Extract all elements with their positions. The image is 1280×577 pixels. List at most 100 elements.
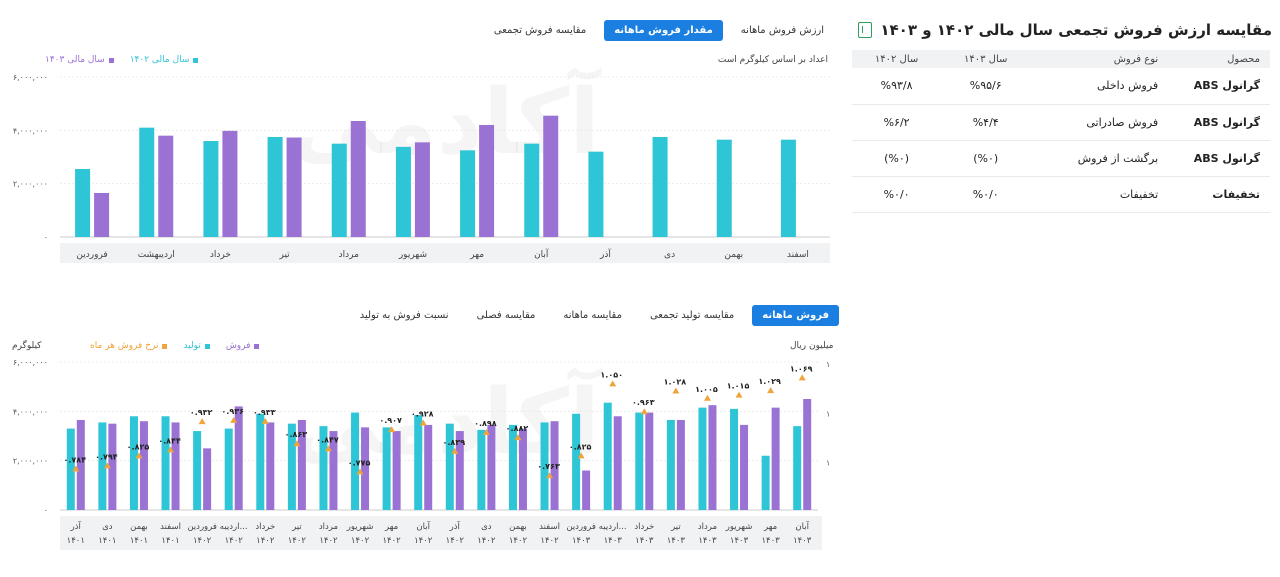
rate-marker — [293, 440, 301, 447]
bar-production — [445, 423, 454, 510]
legend-label-sales: فروش — [225, 341, 251, 351]
x-tick-label-year: ۱۴۰۱ — [67, 536, 85, 546]
legend-item-1403[interactable]: سال مالی ۱۴۰۳ — [45, 55, 114, 65]
rate-marker — [672, 387, 680, 394]
bar-production — [382, 427, 391, 510]
x-tick-label-month: اردیبه... — [599, 522, 627, 532]
rate-marker — [419, 419, 427, 426]
rate-marker — [388, 426, 396, 433]
rate-label: ۰.۹۳۳ — [253, 408, 276, 417]
y-tick-label: ۴,۰۰۰,۰۰۰ — [13, 126, 48, 135]
x-tick-label-month: آبان — [416, 520, 430, 532]
right-tick-label: ۱ — [826, 409, 830, 418]
bar-sales — [455, 431, 464, 510]
legend-label-1402: سال مالی ۱۴۰۲ — [129, 55, 190, 65]
rate-label: ۱.۰۰۵ — [695, 385, 718, 394]
rate-marker — [514, 434, 522, 441]
x-tick-label-year: ۱۴۰۳ — [793, 536, 812, 546]
bar-1402 — [395, 146, 411, 237]
top-tab-0[interactable]: ارزش فروش ماهانه — [740, 25, 824, 36]
bar-production — [129, 416, 138, 510]
x-tick-label-year: ۱۴۰۲ — [382, 536, 401, 546]
table-header-cell: سال ۱۴۰۳ — [941, 50, 1031, 68]
legend-label-1403: سال مالی ۱۴۰۳ — [45, 55, 105, 65]
bar-1402 — [267, 137, 283, 237]
legend-item-sales[interactable]: فروش — [226, 341, 260, 351]
x-tick-label-year: ۱۴۰۳ — [698, 536, 717, 546]
x-axis-band — [60, 243, 830, 263]
x-tick-label-month: خرداد — [634, 522, 654, 532]
table-row: گرانول ABS برگشت از فروش (%۰) (%۰) — [852, 140, 1270, 177]
bottom-left-unit: کیلوگرم — [12, 341, 42, 351]
x-tick-label-year: ۱۴۰۲ — [288, 536, 307, 546]
x-tick-label-year: ۱۴۰۳ — [604, 536, 623, 546]
legend-item-production[interactable]: تولید — [183, 341, 210, 351]
x-tick-label-year: ۱۴۰۲ — [446, 536, 465, 546]
rate-label: ۰.۸۴۷ — [316, 435, 339, 444]
legend-item-rate[interactable]: نرخ فروش هر ماه — [90, 341, 168, 351]
legend-item-1402[interactable]: سال مالی ۱۴۰۲ — [130, 55, 199, 65]
bottom-tab-1[interactable]: مقایسه تولید تجمعی — [649, 310, 735, 321]
table-cell: %۹۳/۸ — [852, 68, 942, 105]
table-cell: فروش صادراتی — [1030, 104, 1169, 141]
x-tick-label-month: دی — [102, 522, 113, 532]
table-cell: تخفیفات — [1168, 176, 1270, 213]
bar-sales — [76, 419, 85, 510]
x-tick-label: مرداد — [339, 250, 359, 260]
x-tick-label-month: اسفند — [539, 522, 560, 532]
bar-production — [161, 416, 170, 510]
bar-sales — [171, 422, 180, 510]
bar-sales — [645, 412, 654, 510]
bar-sales — [361, 427, 370, 510]
x-tick-label-month: شهریور — [725, 522, 753, 532]
excel-export-icon[interactable] — [858, 22, 872, 38]
bar-sales — [708, 405, 717, 510]
bar-1402 — [780, 139, 796, 237]
bar-production — [98, 422, 107, 510]
bar-production — [287, 423, 296, 510]
rate-label: ۰.۸۴۴ — [158, 436, 181, 445]
comparison-table-panel: مقایسه ارزش فروش تجمعی سال مالی ۱۴۰۲ و ۱… — [852, 10, 1272, 220]
y-tick-label: ۶,۰۰۰,۰۰۰ — [13, 73, 48, 82]
x-axis-band — [60, 516, 822, 550]
bottom-tab-4[interactable]: نسبت فروش به تولید — [359, 310, 449, 321]
rate-label: ۱.۰۶۹ — [790, 364, 813, 373]
top-tab-2[interactable]: مقایسه فروش تجمعی — [493, 25, 587, 36]
bar-sales — [139, 421, 148, 510]
x-tick-label: دی — [664, 250, 675, 260]
bar-sales — [234, 406, 243, 510]
x-tick-label: تیر — [278, 250, 290, 260]
bottom-tab-2[interactable]: مقایسه ماهانه — [563, 310, 622, 321]
x-tick-label-month: مرداد — [698, 522, 717, 532]
rate-marker — [640, 408, 648, 415]
y-tick-label: ۴,۰۰۰,۰۰۰ — [13, 407, 48, 416]
bar-1402 — [331, 143, 347, 237]
right-tick-label: ۱ — [826, 459, 830, 468]
rate-label: ۰.۸۶۳ — [285, 430, 308, 439]
table-panel-header: مقایسه ارزش فروش تجمعی سال مالی ۱۴۰۲ و ۱… — [852, 10, 1272, 50]
rate-label: ۱.۰۲۸ — [664, 377, 687, 386]
top-bar-chart: ۰ ۲,۰۰۰,۰۰۰ ۴,۰۰۰,۰۰۰ ۶,۰۰۰,۰۰۰ فروردین اردیب… — [13, 73, 830, 263]
top-tab-1[interactable]: مقدار فروش ماهانه — [604, 20, 723, 41]
bar-production — [193, 431, 202, 510]
x-tick-label-month: فروردین — [566, 522, 596, 532]
x-tick-label-month: اسفند — [160, 522, 181, 532]
rate-marker — [167, 446, 175, 453]
table-title: مقایسه ارزش فروش تجمعی سال مالی ۱۴۰۲ و ۱… — [880, 21, 1272, 39]
bottom-chart-tabs: فروش ماهانه مقایسه تولید تجمعی مقایسه ماها… — [350, 305, 839, 326]
table-header-cell: نوع فروش — [1030, 50, 1169, 68]
bar-sales — [803, 399, 812, 510]
bar-production — [603, 402, 612, 510]
bar-sales — [297, 419, 306, 510]
rate-marker — [546, 472, 554, 479]
legend-swatch-cyan — [204, 343, 210, 349]
x-tick-label-year: ۱۴۰۲ — [351, 536, 370, 546]
rate-label: ۰.۷۷۵ — [348, 458, 371, 467]
bar-sales — [582, 470, 591, 510]
x-tick-label-year: ۱۴۰۱ — [130, 536, 148, 546]
legend-swatch-purple — [108, 57, 114, 63]
bottom-tab-0[interactable]: فروش ماهانه — [752, 305, 839, 326]
bottom-tab-3[interactable]: مقایسه فصلی — [476, 310, 536, 321]
table-cell: گرانول ABS — [1168, 68, 1270, 105]
x-tick-label: اردیبهشت — [138, 250, 175, 260]
